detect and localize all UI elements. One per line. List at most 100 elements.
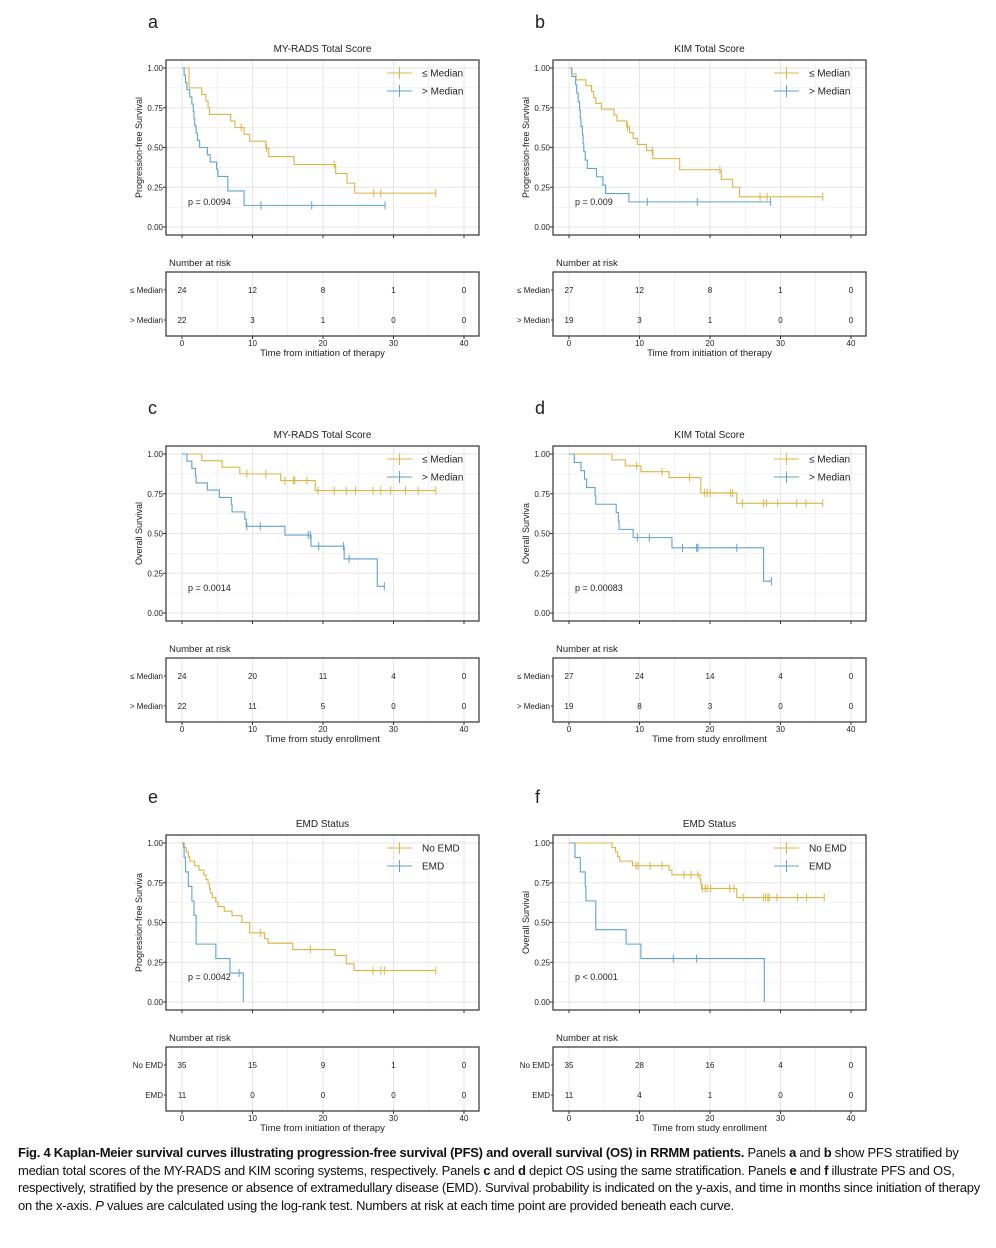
risk-count: 24: [178, 286, 187, 295]
caption-segment: Fig. 4 Kaplan-Meier survival curves illu…: [18, 1145, 745, 1160]
risk-row-label: ≤ Median: [130, 286, 163, 295]
y-tick-label: 0.75: [147, 879, 163, 888]
y-tick-label: 1.00: [534, 64, 550, 73]
panel-c: c MY-RADS Total Score 0.00 0.25 0.50 0.75 1.00…: [130, 398, 480, 745]
caption-segment: and: [490, 1162, 518, 1178]
y-tick-label: 0.25: [147, 183, 163, 192]
panel-f: f EMD Status 0.00 0.25 0.50 0.75 1.00 Overall S…: [520, 787, 867, 1134]
caption-segment: d: [517, 1162, 526, 1178]
risk-row-label: > Median: [130, 702, 163, 711]
panel-d: d KIM Total Score 0.00 0.25 0.50 0.75 1.00 Over…: [517, 398, 867, 745]
p-value: p = 0.009: [575, 197, 613, 207]
risk-count: 4: [778, 672, 783, 681]
risk-count: 35: [178, 1061, 187, 1070]
risk-count: 0: [849, 316, 854, 325]
risk-count: 11: [319, 672, 328, 681]
y-tick-label: 0.25: [534, 569, 550, 578]
x-tick-label: 30: [389, 1114, 398, 1123]
risk-count: 0: [849, 672, 854, 681]
risk-count: 0: [462, 1091, 467, 1100]
risk-count: 12: [248, 286, 257, 295]
risk-table-title: Number at risk: [556, 258, 618, 269]
x-tick-label: 0: [180, 725, 185, 734]
x-tick-label: 30: [389, 339, 398, 348]
panel-letter: c: [148, 398, 157, 418]
legend-label: > Median: [809, 87, 850, 98]
legend-label: EMD: [809, 862, 831, 873]
risk-count: 0: [462, 1061, 467, 1070]
y-tick-label: 0.50: [534, 919, 550, 928]
x-tick-label: 10: [635, 339, 644, 348]
y-tick-label: 1.00: [534, 839, 550, 848]
risk-count: 0: [778, 316, 783, 325]
risk-count: 35: [565, 1061, 574, 1070]
risk-row-label: EMD: [532, 1091, 550, 1100]
risk-count: 22: [178, 702, 187, 711]
y-tick-label: 0.50: [534, 144, 550, 153]
x-axis-label: Time from study enrollment: [652, 1123, 767, 1134]
risk-count: 0: [778, 1091, 783, 1100]
risk-count: 20: [248, 672, 257, 681]
survival-curve-group2: [569, 453, 772, 582]
caption-segment: values are calculated using the log-rank…: [103, 1197, 734, 1213]
risk-table-title: Number at risk: [169, 258, 231, 269]
x-tick-label: 10: [248, 1114, 257, 1123]
x-tick-label: 30: [776, 725, 785, 734]
y-tick-label: 0.25: [147, 958, 163, 967]
x-tick-label: 40: [847, 725, 856, 734]
caption-segment: P: [95, 1197, 104, 1213]
legend-label: EMD: [422, 862, 444, 873]
risk-count: 1: [708, 1091, 713, 1100]
risk-count: 3: [708, 702, 713, 711]
y-tick-label: 0.50: [534, 530, 550, 539]
risk-count: 0: [849, 286, 854, 295]
caption-segment: depict OS using the same stratification.…: [525, 1162, 790, 1178]
caption-segment: illustrate PFS and OS, respectively, str…: [18, 1162, 981, 1213]
risk-count: 3: [637, 316, 642, 325]
panel-title: MY-RADS Total Score: [274, 44, 372, 55]
x-tick-label: 40: [460, 725, 469, 734]
x-tick-label: 0: [567, 725, 572, 734]
risk-count: 11: [565, 1091, 574, 1100]
risk-count: 0: [849, 1061, 854, 1070]
risk-count: 12: [635, 286, 644, 295]
x-tick-label: 10: [635, 725, 644, 734]
risk-count: 27: [565, 672, 574, 681]
y-tick-label: 0.00: [534, 998, 550, 1007]
legend-label: > Median: [809, 473, 850, 484]
y-tick-label: 0.75: [534, 104, 550, 113]
risk-count: 16: [706, 1061, 715, 1070]
risk-count: 4: [778, 1061, 783, 1070]
risk-count: 14: [706, 672, 715, 681]
p-value: p = 0.0042: [188, 972, 231, 982]
survival-curve-group2: [569, 842, 765, 1002]
risk-count: 8: [637, 702, 642, 711]
y-tick-label: 0.00: [147, 223, 163, 232]
y-tick-label: 0.75: [147, 490, 163, 499]
panel-title: KIM Total Score: [674, 44, 745, 55]
risk-table-title: Number at risk: [556, 1033, 618, 1044]
x-axis-label: Time from study enrollment: [652, 734, 767, 745]
risk-row-label: > Median: [130, 316, 163, 325]
figure-caption: Fig. 4 Kaplan-Meier survival curves illu…: [18, 1144, 982, 1214]
x-tick-label: 10: [248, 725, 257, 734]
y-tick-label: 1.00: [147, 64, 163, 73]
legend-label: No EMD: [809, 844, 847, 855]
kaplan-meier-figure: a MY-RADS Total Score 0.00 0.25 0.50 0.75 1.00…: [130, 12, 867, 1134]
legend-label: No EMD: [422, 844, 460, 855]
y-tick-label: 0.00: [534, 609, 550, 618]
x-tick-label: 0: [567, 339, 572, 348]
survival-curve-group2: [569, 67, 771, 203]
survival-curve-group2: [182, 842, 244, 1002]
risk-count: 0: [391, 1091, 396, 1100]
risk-table-title: Number at risk: [556, 644, 618, 655]
x-axis-label: Time from study enrollment: [265, 734, 380, 745]
x-tick-label: 30: [776, 1114, 785, 1123]
y-tick-label: 0.00: [534, 223, 550, 232]
x-tick-label: 40: [460, 339, 469, 348]
risk-row-label: ≤ Median: [517, 286, 550, 295]
p-value: p = 0.0094: [188, 197, 231, 207]
legend-label: > Median: [422, 87, 463, 98]
p-value: p = 0.00083: [575, 583, 623, 593]
risk-count: 11: [178, 1091, 187, 1100]
